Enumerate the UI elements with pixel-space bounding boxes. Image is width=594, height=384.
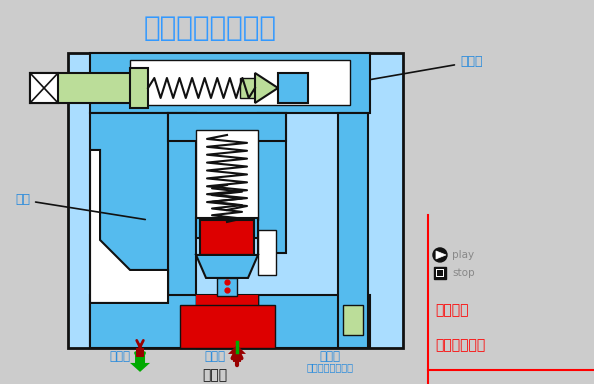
Text: 主阀: 主阀 bbox=[15, 194, 146, 220]
Bar bbox=[168, 113, 286, 141]
Bar bbox=[437, 270, 443, 276]
Bar bbox=[90, 295, 370, 348]
Bar bbox=[90, 113, 168, 348]
Polygon shape bbox=[196, 295, 258, 348]
Bar bbox=[68, 53, 403, 348]
Bar bbox=[196, 130, 258, 220]
Polygon shape bbox=[90, 150, 168, 303]
Text: （一般是堵塞的）: （一般是堵塞的） bbox=[307, 362, 353, 372]
Bar bbox=[240, 78, 258, 98]
Bar bbox=[168, 113, 196, 303]
Text: 先导阀: 先导阀 bbox=[371, 56, 482, 79]
Text: 进油口: 进油口 bbox=[204, 350, 226, 363]
Polygon shape bbox=[196, 295, 258, 330]
Polygon shape bbox=[196, 255, 258, 278]
Text: stop: stop bbox=[452, 268, 475, 278]
Bar bbox=[196, 295, 258, 348]
Text: 当压力不高时: 当压力不高时 bbox=[435, 338, 485, 352]
Text: 出油口: 出油口 bbox=[109, 350, 131, 363]
Bar bbox=[338, 113, 368, 348]
Bar bbox=[343, 305, 363, 335]
Text: 外控口: 外控口 bbox=[320, 350, 340, 363]
Bar bbox=[200, 220, 254, 255]
Bar bbox=[278, 73, 308, 103]
Bar bbox=[217, 278, 237, 296]
Bar bbox=[130, 60, 350, 105]
Text: 逐步显示: 逐步显示 bbox=[435, 303, 469, 317]
Text: 溢流阀: 溢流阀 bbox=[203, 368, 228, 382]
Polygon shape bbox=[130, 355, 150, 372]
Text: play: play bbox=[452, 250, 474, 260]
Bar bbox=[205, 238, 249, 256]
Bar bbox=[436, 269, 444, 277]
Bar bbox=[90, 53, 370, 113]
Polygon shape bbox=[90, 150, 168, 303]
Polygon shape bbox=[255, 73, 278, 103]
Bar bbox=[258, 113, 286, 253]
Polygon shape bbox=[436, 251, 446, 259]
Text: 当进油压力升高时: 当进油压力升高时 bbox=[144, 14, 277, 42]
Polygon shape bbox=[136, 348, 144, 357]
Bar bbox=[30, 73, 58, 103]
Bar bbox=[130, 68, 148, 108]
Polygon shape bbox=[228, 345, 246, 362]
Circle shape bbox=[433, 248, 447, 262]
Bar bbox=[258, 230, 276, 275]
Bar bbox=[196, 218, 258, 238]
Bar bbox=[30, 73, 140, 103]
Bar bbox=[434, 267, 446, 279]
Bar bbox=[180, 305, 275, 348]
